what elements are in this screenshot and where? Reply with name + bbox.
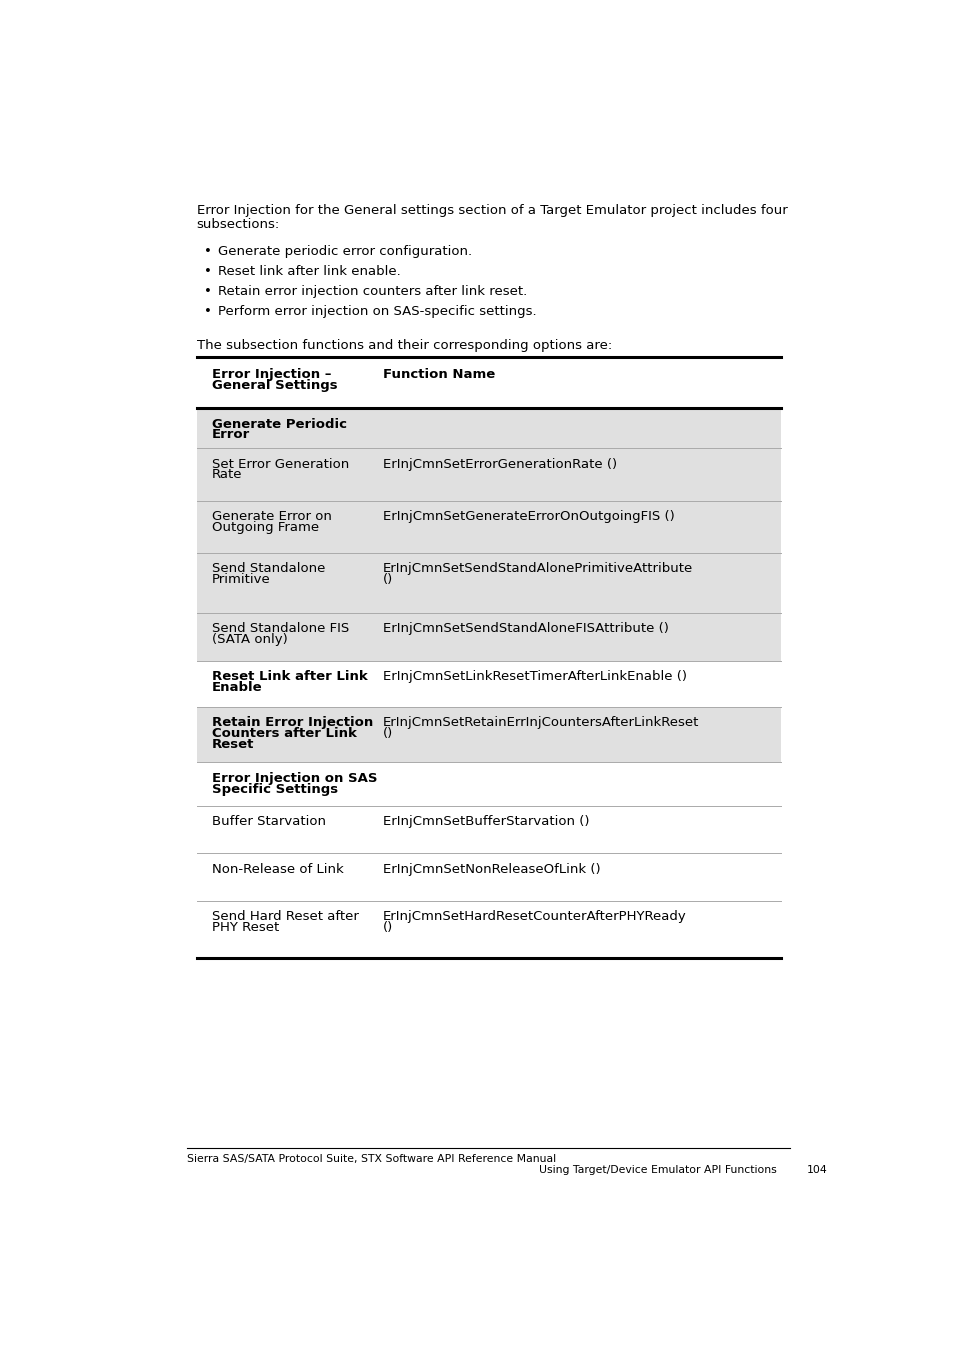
Text: ErInjCmnSetLinkResetTimerAfterLinkEnable (): ErInjCmnSetLinkResetTimerAfterLinkEnable… [382,670,686,683]
Text: ErInjCmnSetErrorGenerationRate (): ErInjCmnSetErrorGenerationRate () [382,457,617,471]
Text: (): () [382,921,393,934]
Bar [196,901,781,958]
Bar [196,805,781,854]
Bar [196,500,781,553]
Text: Error: Error [212,428,251,441]
Text: Send Hard Reset after: Send Hard Reset after [212,911,358,923]
Text: PHY Reset: PHY Reset [212,921,279,934]
Text: ErInjCmnSetHardResetCounterAfterPHYReady: ErInjCmnSetHardResetCounterAfterPHYReady [382,911,686,923]
Text: subsections:: subsections: [196,219,280,231]
Bar [196,854,781,901]
Text: Set Error Generation: Set Error Generation [212,457,349,471]
Text: Retain error injection counters after link reset.: Retain error injection counters after li… [218,285,527,298]
Text: Send Standalone FIS: Send Standalone FIS [212,622,349,635]
Text: ErInjCmnSetGenerateErrorOnOutgoingFIS (): ErInjCmnSetGenerateErrorOnOutgoingFIS () [382,510,674,523]
Text: Counters after Link: Counters after Link [212,727,356,741]
Text: Using Target/Device Emulator API Functions: Using Target/Device Emulator API Functio… [538,1166,777,1175]
Text: Retain Error Injection: Retain Error Injection [212,716,374,730]
Text: Enable: Enable [212,681,263,693]
Bar [196,661,781,707]
Text: Reset: Reset [212,738,254,751]
Text: ErInjCmnSetSendStandAlonePrimitiveAttribute: ErInjCmnSetSendStandAlonePrimitiveAttrib… [382,563,692,575]
Bar [196,707,781,762]
Text: Error Injection for the General settings section of a Target Emulator project in: Error Injection for the General settings… [196,204,786,217]
Text: Function Name: Function Name [382,368,495,382]
Text: Non-Release of Link: Non-Release of Link [212,862,344,876]
Bar [196,762,781,805]
Bar [196,612,781,661]
Text: Perform error injection on SAS-specific settings.: Perform error injection on SAS-specific … [218,305,537,318]
Text: •: • [204,285,213,298]
Bar [196,448,781,500]
Text: Generate Periodic: Generate Periodic [212,418,347,430]
Text: ErInjCmnSetRetainErrInjCountersAfterLinkReset: ErInjCmnSetRetainErrInjCountersAfterLink… [382,716,699,730]
Text: Rate: Rate [212,468,242,482]
Text: Error Injection on SAS: Error Injection on SAS [212,772,377,785]
Text: Specific Settings: Specific Settings [212,782,338,796]
Text: 104: 104 [806,1166,827,1175]
Text: •: • [204,264,213,278]
Text: Generate Error on: Generate Error on [212,510,332,523]
Text: The subsection functions and their corresponding options are:: The subsection functions and their corre… [196,339,612,352]
Text: Buffer Starvation: Buffer Starvation [212,815,326,828]
Text: Sierra SAS/SATA Protocol Suite, STX Software API Reference Manual: Sierra SAS/SATA Protocol Suite, STX Soft… [187,1155,556,1164]
Text: Generate periodic error configuration.: Generate periodic error configuration. [218,246,472,258]
Text: •: • [204,305,213,318]
Bar [196,409,781,448]
Text: Send Standalone: Send Standalone [212,563,325,575]
Bar [196,553,781,612]
Text: •: • [204,246,213,258]
Text: (): () [382,727,393,741]
Text: Outgoing Frame: Outgoing Frame [212,521,319,534]
Text: ErInjCmnSetSendStandAloneFISAttribute (): ErInjCmnSetSendStandAloneFISAttribute () [382,622,668,635]
Text: Reset Link after Link: Reset Link after Link [212,670,368,683]
Text: General Settings: General Settings [212,379,337,393]
Text: Error Injection –: Error Injection – [212,368,332,382]
Text: ErInjCmnSetBufferStarvation (): ErInjCmnSetBufferStarvation () [382,815,589,828]
Text: ErInjCmnSetNonReleaseOfLink (): ErInjCmnSetNonReleaseOfLink () [382,862,599,876]
Text: (SATA only): (SATA only) [212,633,288,646]
Text: Reset link after link enable.: Reset link after link enable. [218,264,401,278]
Text: Primitive: Primitive [212,573,271,585]
Text: (): () [382,573,393,585]
